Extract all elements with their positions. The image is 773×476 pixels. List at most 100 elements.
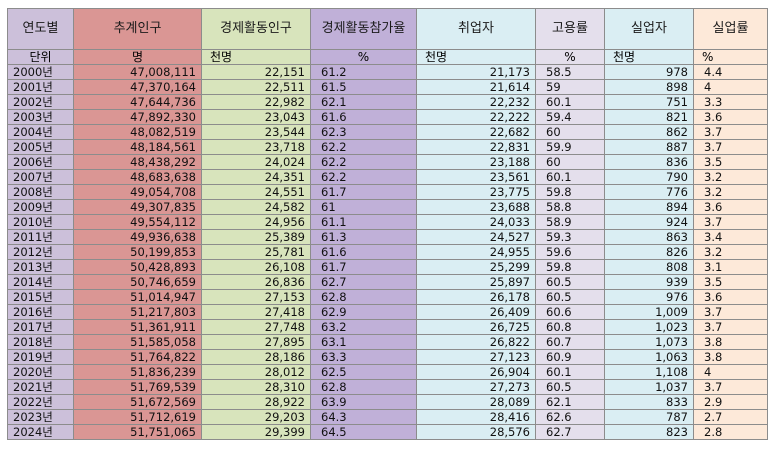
unemployment-rate-cell: 3.2 xyxy=(693,169,768,185)
unemployment-rate-cell: 4 xyxy=(693,364,768,380)
employed-cell: 23,561 xyxy=(416,169,536,185)
unemployed-cell: 863 xyxy=(604,229,694,245)
year-cell: 2002년 xyxy=(7,94,74,110)
unemployment-rate-cell: 3.3 xyxy=(693,94,768,110)
table-row: 2011년 49,936,638 25,389 61.3 24,527 59.3 863 3.… xyxy=(7,229,768,245)
employed-cell: 27,123 xyxy=(416,349,536,365)
unemployed-cell: 862 xyxy=(604,124,694,140)
population-cell: 51,672,569 xyxy=(73,394,202,410)
unemployed-cell: 939 xyxy=(604,274,694,290)
population-cell: 47,370,164 xyxy=(73,79,202,95)
employed-cell: 28,576 xyxy=(416,424,536,440)
employed-cell: 26,409 xyxy=(416,304,536,320)
table-row: 2007년 48,683,638 24,351 62.2 23,561 60.1 790 3.… xyxy=(7,169,768,185)
header-population: 추계인구 xyxy=(73,8,202,50)
employed-cell: 25,299 xyxy=(416,259,536,275)
unemployed-cell: 826 xyxy=(604,244,694,260)
employed-cell: 27,273 xyxy=(416,379,536,395)
year-cell: 2003년 xyxy=(7,109,74,125)
table-row: 2022년 51,672,569 28,922 63.9 28,089 62.1 833 2.… xyxy=(7,394,768,410)
participation-rate-cell: 63.3 xyxy=(310,349,417,365)
employed-cell: 23,188 xyxy=(416,154,536,170)
table-row: 2009년 49,307,835 24,582 61 23,688 58.8 894 3.6 xyxy=(7,199,768,215)
year-cell: 2022년 xyxy=(7,394,74,410)
labor-force-cell: 29,399 xyxy=(201,424,311,440)
employed-cell: 28,416 xyxy=(416,409,536,425)
year-cell: 2014년 xyxy=(7,274,74,290)
unemployment-rate-cell: 3.7 xyxy=(693,214,768,230)
population-cell: 51,217,803 xyxy=(73,304,202,320)
employment-rate-cell: 58.5 xyxy=(535,64,605,80)
employment-rate-cell: 60 xyxy=(535,124,605,140)
labor-force-cell: 23,544 xyxy=(201,124,311,140)
population-cell: 51,361,911 xyxy=(73,319,202,335)
population-cell: 51,764,822 xyxy=(73,349,202,365)
employment-rate-cell: 59 xyxy=(535,79,605,95)
unit-cell: 천명 xyxy=(201,49,311,65)
employed-cell: 24,033 xyxy=(416,214,536,230)
unemployed-cell: 821 xyxy=(604,109,694,125)
labor-force-cell: 25,389 xyxy=(201,229,311,245)
unemployed-cell: 1,037 xyxy=(604,379,694,395)
unemployment-rate-cell: 3.8 xyxy=(693,349,768,365)
employed-cell: 26,822 xyxy=(416,334,536,350)
employment-rate-cell: 60.5 xyxy=(535,379,605,395)
unemployed-cell: 976 xyxy=(604,289,694,305)
unemployment-rate-cell: 3.7 xyxy=(693,319,768,335)
header-year: 연도별 xyxy=(7,8,74,50)
employment-rate-cell: 59.8 xyxy=(535,259,605,275)
year-cell: 2009년 xyxy=(7,199,74,215)
labor-force-cell: 24,956 xyxy=(201,214,311,230)
header-participation-rate: 경제활동참가율 xyxy=(310,8,417,50)
table-row: 2023년 51,712,619 29,203 64.3 28,416 62.6 787 2.… xyxy=(7,409,768,425)
table-row: 2002년 47,644,736 22,982 62.1 22,232 60.1 751 3.… xyxy=(7,94,768,110)
employment-rate-cell: 60.6 xyxy=(535,304,605,320)
participation-rate-cell: 63.2 xyxy=(310,319,417,335)
unemployed-cell: 898 xyxy=(604,79,694,95)
labor-force-cell: 22,982 xyxy=(201,94,311,110)
participation-rate-cell: 63.9 xyxy=(310,394,417,410)
population-cell: 48,184,561 xyxy=(73,139,202,155)
labor-force-cell: 26,108 xyxy=(201,259,311,275)
participation-rate-cell: 62.2 xyxy=(310,139,417,155)
unemployment-rate-cell: 3.2 xyxy=(693,244,768,260)
labor-force-cell: 28,310 xyxy=(201,379,311,395)
participation-rate-cell: 62.7 xyxy=(310,274,417,290)
employment-rate-cell: 60.1 xyxy=(535,94,605,110)
year-cell: 2008년 xyxy=(7,184,74,200)
table-row: 2008년 49,054,708 24,551 61.7 23,775 59.8 776 3.… xyxy=(7,184,768,200)
employment-rate-cell: 62.6 xyxy=(535,409,605,425)
table-row: 2012년 50,199,853 25,781 61.6 24,955 59.6 826 3.… xyxy=(7,244,768,260)
labor-force-cell: 23,043 xyxy=(201,109,311,125)
labor-force-cell: 26,836 xyxy=(201,274,311,290)
labor-force-cell: 24,551 xyxy=(201,184,311,200)
table-row: 2004년 48,082,519 23,544 62.3 22,682 60 862 3.7 xyxy=(7,124,768,140)
employed-cell: 22,682 xyxy=(416,124,536,140)
table-row: 2021년 51,769,539 28,310 62.8 27,273 60.5 1,037… xyxy=(7,379,768,395)
table-row: 2014년 50,746,659 26,836 62.7 25,897 60.5 939 3.… xyxy=(7,274,768,290)
unemployment-rate-cell: 3.7 xyxy=(693,139,768,155)
table-row: 2017년 51,361,911 27,748 63.2 26,725 60.8 1,023… xyxy=(7,319,768,335)
table-row: 2003년 47,892,330 23,043 61.6 22,222 59.4 821 3.… xyxy=(7,109,768,125)
participation-rate-cell: 61.5 xyxy=(310,79,417,95)
unit-cell: % xyxy=(693,49,768,65)
year-cell: 2000년 xyxy=(7,64,74,80)
unemployed-cell: 1,023 xyxy=(604,319,694,335)
table-row: 2013년 50,428,893 26,108 61.7 25,299 59.8 808 3.… xyxy=(7,259,768,275)
population-cell: 48,082,519 xyxy=(73,124,202,140)
labor-force-cell: 27,153 xyxy=(201,289,311,305)
employment-rate-cell: 62.1 xyxy=(535,394,605,410)
unemployed-cell: 887 xyxy=(604,139,694,155)
unemployed-cell: 978 xyxy=(604,64,694,80)
employment-rate-cell: 62.7 xyxy=(535,424,605,440)
participation-rate-cell: 61 xyxy=(310,199,417,215)
participation-rate-cell: 64.3 xyxy=(310,409,417,425)
year-cell: 2005년 xyxy=(7,139,74,155)
year-cell: 2018년 xyxy=(7,334,74,350)
unemployment-rate-cell: 3.7 xyxy=(693,124,768,140)
table-row: 2015년 51,014,947 27,153 62.8 26,178 60.5 976 3.… xyxy=(7,289,768,305)
unemployment-rate-cell: 3.6 xyxy=(693,199,768,215)
unemployment-rate-cell: 3.8 xyxy=(693,334,768,350)
employed-cell: 24,955 xyxy=(416,244,536,260)
employed-cell: 26,178 xyxy=(416,289,536,305)
